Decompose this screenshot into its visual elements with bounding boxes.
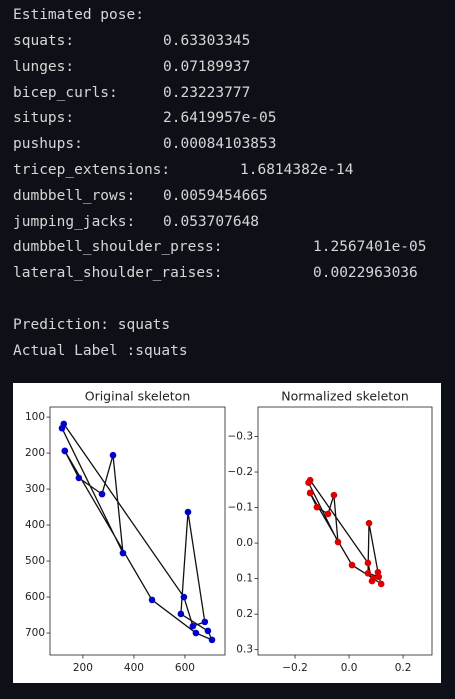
score-value: 1.2567401e-05 bbox=[313, 239, 427, 256]
score-value: 0.0022963036 bbox=[313, 265, 418, 282]
y-tick-label: 700 bbox=[25, 627, 45, 639]
score-value: 0.0059454665 bbox=[163, 187, 268, 204]
prediction: Prediction: squats bbox=[13, 317, 171, 333]
joint bbox=[306, 476, 314, 484]
joint bbox=[180, 593, 188, 601]
joint bbox=[364, 559, 372, 567]
joint bbox=[348, 561, 356, 569]
joint bbox=[60, 420, 68, 428]
x-tick-label: 600 bbox=[175, 662, 195, 674]
y-tick-label: 500 bbox=[25, 555, 45, 567]
actual-label: Actual Label :squats bbox=[13, 343, 188, 359]
y-tick-label: 100 bbox=[25, 411, 45, 423]
score-value: 0.63303345 bbox=[163, 33, 251, 49]
joint bbox=[324, 510, 332, 518]
joint bbox=[75, 474, 83, 482]
score-label: squats: bbox=[13, 33, 75, 49]
skeleton-line bbox=[307, 479, 383, 586]
y-tick-label: 600 bbox=[25, 591, 45, 603]
y-tick-label: 300 bbox=[25, 483, 45, 495]
score-label: lunges: bbox=[13, 58, 75, 75]
joint bbox=[177, 610, 185, 618]
joint bbox=[98, 490, 106, 498]
x-tick-label: 0.0 bbox=[341, 662, 358, 674]
score-value: 0.07189937 bbox=[163, 58, 251, 75]
score-label: dumbbell_shoulder_press: bbox=[13, 239, 223, 256]
joint bbox=[61, 447, 69, 455]
joint bbox=[192, 629, 200, 637]
plot-frame bbox=[49, 406, 226, 656]
joint bbox=[201, 618, 209, 626]
score-value: 0.00084103853 bbox=[163, 136, 277, 153]
score-value: 0.23223777 bbox=[163, 84, 251, 101]
joint bbox=[330, 491, 338, 499]
joint bbox=[377, 580, 385, 588]
heading: Estimated pose: bbox=[13, 7, 144, 23]
score-label: lateral_shoulder_raises: bbox=[13, 265, 223, 282]
x-tick-label: 0.2 bbox=[395, 662, 412, 674]
y-tick-label: −0.3 bbox=[228, 430, 254, 442]
score-value: 2.6419957e-05 bbox=[163, 110, 277, 127]
x-tick-label: 200 bbox=[73, 662, 93, 674]
figure: Original skeleton 200 400 600 100 200 300 400 50… bbox=[13, 383, 441, 683]
y-tick-label: 0.2 bbox=[236, 608, 253, 620]
joint bbox=[184, 508, 192, 516]
joint bbox=[313, 503, 321, 511]
joint bbox=[370, 575, 377, 582]
score-label: tricep_extensions: bbox=[13, 162, 171, 178]
y-tick-label: 0.1 bbox=[236, 573, 253, 585]
joint bbox=[119, 549, 127, 557]
score-label: dumbbell_rows: bbox=[13, 187, 136, 204]
chart-title: Normalized skeleton bbox=[281, 389, 409, 404]
score-label: situps: bbox=[13, 110, 75, 127]
plot-frame bbox=[257, 406, 433, 656]
joint bbox=[189, 622, 197, 630]
x-tick-label: 400 bbox=[124, 662, 144, 674]
skeleton-line bbox=[61, 422, 214, 642]
joint bbox=[109, 451, 117, 459]
y-tick-label: 0.0 bbox=[236, 537, 253, 549]
joint bbox=[334, 538, 342, 546]
score-value: 1.6814382e-14 bbox=[240, 162, 354, 178]
y-tick-label: 0.3 bbox=[236, 644, 253, 656]
y-tick-label: −0.1 bbox=[228, 502, 254, 514]
joint bbox=[375, 573, 383, 581]
joint bbox=[208, 636, 216, 644]
chart-title: Original skeleton bbox=[85, 389, 191, 404]
y-tick-label: 200 bbox=[25, 447, 45, 459]
score-label: pushups: bbox=[13, 136, 83, 153]
joint bbox=[364, 569, 372, 577]
x-tick-label: −0.2 bbox=[282, 662, 308, 674]
joint bbox=[365, 519, 373, 527]
score-label: bicep_curls: bbox=[13, 84, 118, 101]
y-tick-label: 400 bbox=[25, 519, 45, 531]
joint bbox=[204, 627, 212, 635]
y-tick-label: −0.2 bbox=[228, 466, 254, 478]
score-label: jumping_jacks: bbox=[13, 213, 136, 230]
joint bbox=[306, 489, 314, 497]
score-value: 0.053707648 bbox=[163, 213, 260, 230]
joint bbox=[148, 596, 156, 604]
